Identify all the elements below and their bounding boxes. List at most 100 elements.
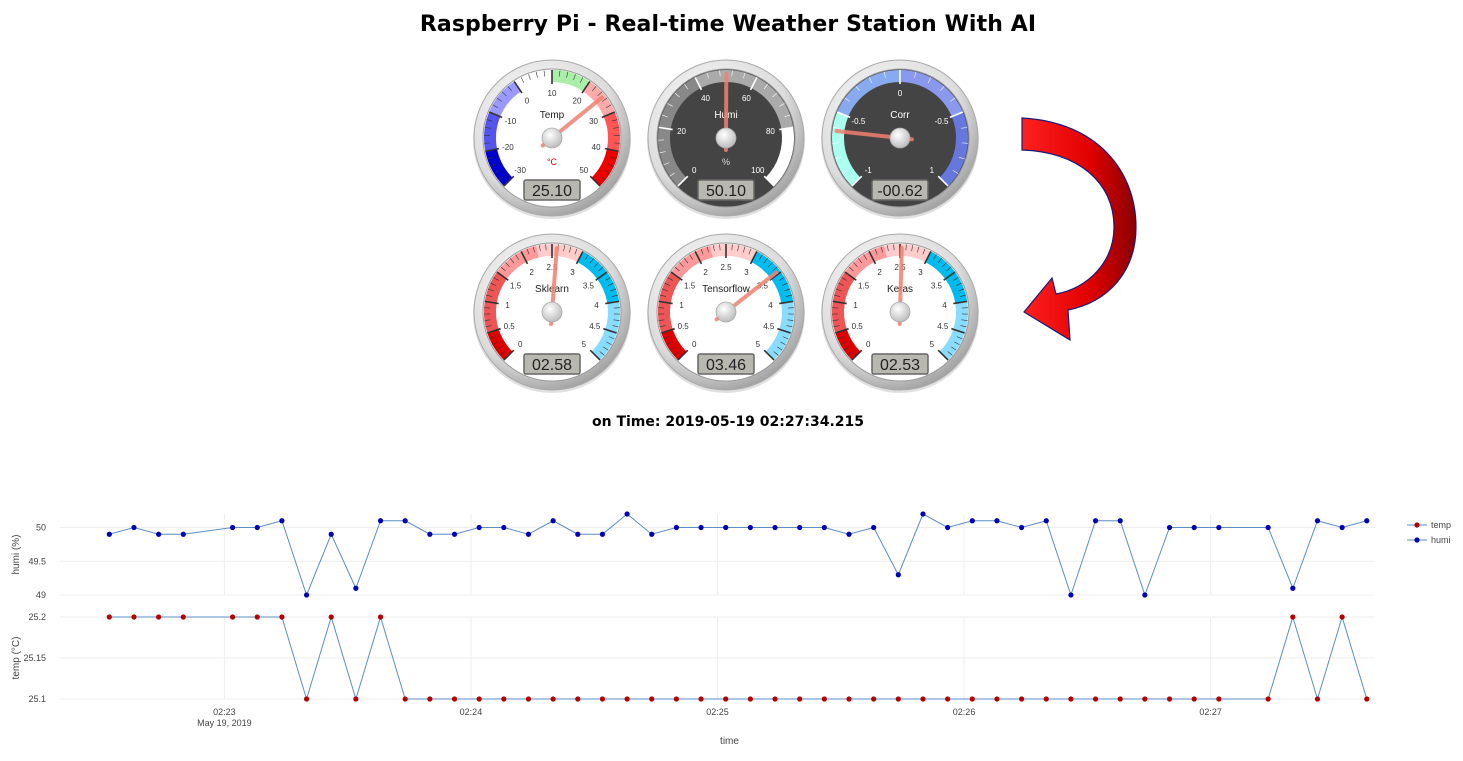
- gauge-tick-label: 0: [525, 97, 530, 106]
- temp-point: [945, 696, 951, 702]
- gauge-tick-label: 1: [679, 301, 684, 310]
- gauge-tick-label: 40: [701, 94, 710, 103]
- gauge-needle: [549, 246, 559, 326]
- x-axis-label: time: [720, 736, 739, 747]
- timeseries-chart[interactable]: 02:23 02:24 02:25 02:26 02:27 May 19, 2019 tim…: [0, 500, 1463, 755]
- gauge-humi: 0 20 40 60 80 100 Humi% 50.10: [647, 59, 805, 219]
- temp-point: [1339, 614, 1345, 620]
- gauge-tick-label: 40: [592, 143, 601, 152]
- humi-point: [279, 518, 285, 524]
- gauge-tick-label: 3.5: [931, 282, 943, 291]
- humi-point: [303, 592, 310, 598]
- humi-point: [501, 524, 507, 531]
- temp-point: [723, 696, 729, 702]
- gauge-knob: [715, 127, 737, 149]
- humi-point: [649, 531, 655, 537]
- temp-point: [698, 696, 704, 702]
- humi-point: [723, 524, 729, 531]
- gauge-label: Temp: [540, 110, 565, 121]
- gauge-value: 03.46: [706, 357, 746, 374]
- gauge-tick-label: 0.5: [504, 322, 516, 331]
- humi-point: [550, 518, 556, 524]
- temp-point: [476, 696, 482, 702]
- temp-point: [402, 696, 408, 702]
- temp-point: [846, 696, 852, 702]
- gauge-knob: [889, 301, 911, 323]
- gauge-tick-label: 0: [518, 340, 523, 349]
- gauge-needle: [834, 128, 914, 142]
- temp-point: [550, 696, 556, 702]
- time-value: 2019-05-19 02:27:34.215: [665, 414, 864, 430]
- legend-label-humi: humi: [1431, 535, 1451, 545]
- temp-point: [1117, 696, 1123, 702]
- gauge-temp: -30 -20 -10 0 10 20 30 40 50 Temp °C 25.10: [473, 59, 631, 219]
- temp-point: [328, 614, 334, 620]
- gauge-tick-label: 50: [579, 166, 588, 175]
- gauge-needle: [714, 270, 779, 322]
- gauge-tick-label: 4: [942, 301, 947, 310]
- gauge-knob: [889, 127, 911, 149]
- humi-point: [747, 524, 753, 531]
- humi-point: [353, 585, 359, 591]
- temp-point: [821, 696, 827, 702]
- temp-point: [599, 696, 606, 702]
- gauge-tick-label: 3.5: [757, 282, 769, 291]
- humi-point: [156, 531, 162, 537]
- humi-point: [1290, 585, 1296, 591]
- x-tick-label: 02:24: [460, 707, 483, 717]
- temp-point: [895, 696, 901, 702]
- humi-point: [1043, 518, 1049, 524]
- humi-point: [1018, 524, 1025, 531]
- gauge-tick-label: 3: [918, 268, 923, 277]
- humi-point: [1339, 524, 1345, 531]
- y-tick-label: 25.1: [28, 694, 46, 704]
- gauge-tick-label: 3: [744, 268, 749, 277]
- gauge-tick-label: 2: [703, 268, 708, 277]
- y-tick-label: 49.5: [28, 556, 46, 566]
- gauge-tick-label: 60: [742, 94, 751, 103]
- temp-point: [1290, 614, 1296, 620]
- gauge-tick-label: 5: [582, 340, 587, 349]
- gauge-needle: [540, 95, 604, 148]
- gauge-tick-label: -0.5: [935, 117, 949, 126]
- gauge-tick-label: 5: [756, 340, 761, 349]
- temp-point: [229, 614, 236, 620]
- y-tick-label: 25.15: [23, 653, 46, 663]
- gauge-tick-label: 0: [692, 340, 697, 349]
- gauge-tick-label: 2.5: [720, 263, 732, 272]
- legend-label-temp: temp: [1431, 520, 1451, 530]
- gauge-label: Corr: [890, 110, 910, 121]
- temp-point: [747, 696, 753, 702]
- humi-point: [895, 572, 901, 578]
- y-tick-label: 49: [36, 590, 46, 600]
- gauge-tick-label: -20: [502, 143, 514, 152]
- humi-point: [673, 524, 680, 531]
- temp-series-line: [109, 615, 1368, 701]
- temp-point: [797, 696, 803, 702]
- temp-point: [1068, 696, 1074, 702]
- gauge-tick-label: 1: [505, 301, 510, 310]
- humi-point: [846, 531, 852, 537]
- gauge-tick-label: 5: [930, 340, 935, 349]
- x-tick-label: 02:26: [953, 707, 976, 717]
- x-tick-sublabel: May 19, 2019: [197, 718, 252, 728]
- gauge-lcd: 03.46: [697, 353, 755, 375]
- humi-point: [575, 531, 581, 537]
- humi-point: [1314, 518, 1321, 524]
- humi-point: [994, 518, 1000, 524]
- temp-point: [575, 696, 581, 702]
- gauge-tick-label: 4: [594, 301, 599, 310]
- gauge-tick-label: 3.5: [583, 282, 595, 291]
- x-tick-label: 02:25: [706, 707, 729, 717]
- timestamp: on Time: 2019-05-19 02:27:34.215: [0, 414, 1456, 430]
- gauge-value: 02.58: [532, 357, 572, 374]
- gauge-tick-label: 4.5: [937, 322, 949, 331]
- gauge-tick-label: 4.5: [763, 322, 775, 331]
- temp-point: [1265, 696, 1271, 702]
- temp-point: [180, 614, 186, 620]
- temp-point: [1216, 696, 1222, 702]
- temp-point: [649, 696, 655, 702]
- gauge-lcd: 25.10: [523, 179, 581, 201]
- gauge-knob: [541, 127, 563, 149]
- humi-point: [772, 524, 778, 531]
